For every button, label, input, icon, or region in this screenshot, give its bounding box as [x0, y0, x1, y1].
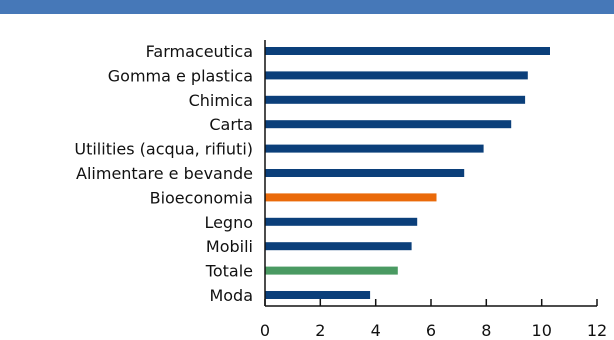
- bars-group: [265, 47, 550, 299]
- bar-chimica: [265, 95, 526, 104]
- bar-farmaceutica: [265, 47, 550, 55]
- x-tick-label: 6: [426, 321, 436, 340]
- x-tick-marks: [264, 299, 598, 306]
- x-tick-label: 0: [260, 321, 270, 340]
- category-label: Utilities (acqua, rifiuti): [74, 140, 253, 159]
- bar-bioeconomia: [265, 193, 437, 202]
- x-tick-label: 4: [371, 321, 381, 340]
- category-label: Chimica: [189, 91, 253, 110]
- x-tick-label: 2: [315, 321, 325, 340]
- bar-mobili: [265, 242, 412, 251]
- category-labels: Farmaceutica Gomma e plastica Chimica Carta…: [74, 42, 253, 305]
- top-accent-bar: [0, 0, 614, 14]
- x-tick-label: 12: [587, 321, 607, 340]
- category-label: Mobili: [206, 237, 253, 256]
- bar-moda: [265, 291, 371, 299]
- bar-totale: [265, 266, 398, 275]
- bar-carta: [265, 120, 512, 129]
- x-tick-labels: 0 2 4 6 8 10 12: [260, 321, 607, 340]
- x-tick-label: 10: [532, 321, 552, 340]
- category-label: Totale: [205, 262, 253, 281]
- category-label: Bioeconomia: [150, 188, 253, 207]
- bar-utilities-acqua-rifiuti: [265, 144, 484, 153]
- category-label: Carta: [209, 115, 253, 134]
- category-label: Moda: [209, 286, 253, 305]
- bar-legno: [265, 217, 418, 226]
- bar-alimentare-e-bevande: [265, 169, 465, 177]
- x-tick-label: 8: [481, 321, 491, 340]
- category-label: Gomma e plastica: [108, 66, 253, 85]
- bar-gomma-e-plastica: [265, 71, 528, 80]
- category-label: Alimentare e bevande: [76, 164, 253, 183]
- category-label: Farmaceutica: [146, 42, 253, 61]
- category-label: Legno: [204, 213, 253, 232]
